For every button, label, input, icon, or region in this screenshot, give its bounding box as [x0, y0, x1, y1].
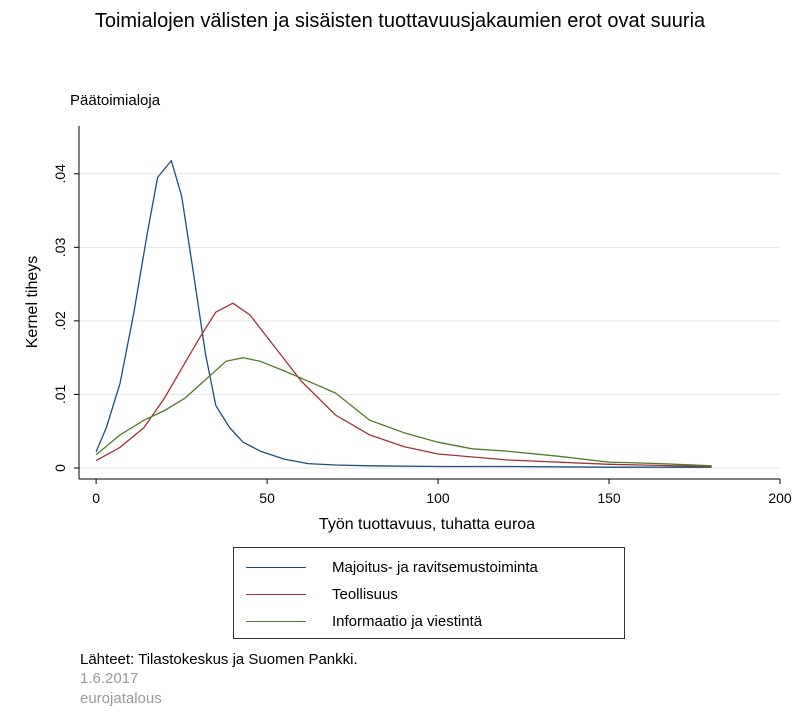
x-tick-label: 100 — [426, 490, 450, 506]
plot-region — [79, 126, 780, 479]
x-tick-label: 50 — [259, 490, 275, 506]
series-line-teollisuus — [95, 302, 712, 468]
legend-item-teollisuus: Teollisuus — [246, 583, 398, 605]
legend: Majoitus- ja ravitsemustoiminta Teollisu… — [233, 547, 625, 639]
series-line-majoitus — [95, 159, 712, 468]
y-axis-title: Kernel tiheys — [24, 256, 41, 349]
brand-name: eurojatalous — [80, 690, 162, 707]
y-tick-label: .01 — [52, 384, 68, 404]
y-tick-label: 0 — [52, 464, 68, 472]
source-note: Lähteet: Tilastokeskus ja Suomen Pankki. — [80, 651, 358, 668]
y-tick-label: .04 — [52, 164, 68, 184]
legend-swatch-majoitus — [246, 566, 306, 568]
x-tick-label: 150 — [597, 490, 621, 506]
chart-title: Toimialojen välisten ja sisäisten tuotta… — [94, 10, 706, 32]
legend-swatch-teollisuus — [246, 593, 306, 595]
legend-label-informaatio: Informaatio ja viestintä — [332, 612, 483, 630]
legend-label-majoitus: Majoitus- ja ravitsemustoiminta — [332, 558, 538, 576]
plot-area: 0 .01 .02 .03 .04 0 50 100 150 200 Työn tuottavuu… — [24, 126, 792, 533]
legend-swatch-informaatio — [246, 620, 306, 622]
x-axis-title: Työn tuottavuus, tuhatta euroa — [319, 516, 535, 533]
x-tick-label: 200 — [768, 490, 792, 506]
publish-date: 1.6.2017 — [80, 670, 139, 687]
y-tick-label: .02 — [52, 311, 68, 331]
legend-label-teollisuus: Teollisuus — [332, 585, 398, 603]
legend-item-majoitus: Majoitus- ja ravitsemustoiminta — [246, 556, 538, 578]
series-line-informaatio — [95, 357, 712, 467]
x-tick-label: 0 — [92, 490, 100, 506]
legend-item-informaatio: Informaatio ja viestintä — [246, 610, 482, 632]
y-tick-label: .03 — [52, 237, 68, 257]
chart-subtitle: Päätoimialoja — [70, 92, 161, 109]
